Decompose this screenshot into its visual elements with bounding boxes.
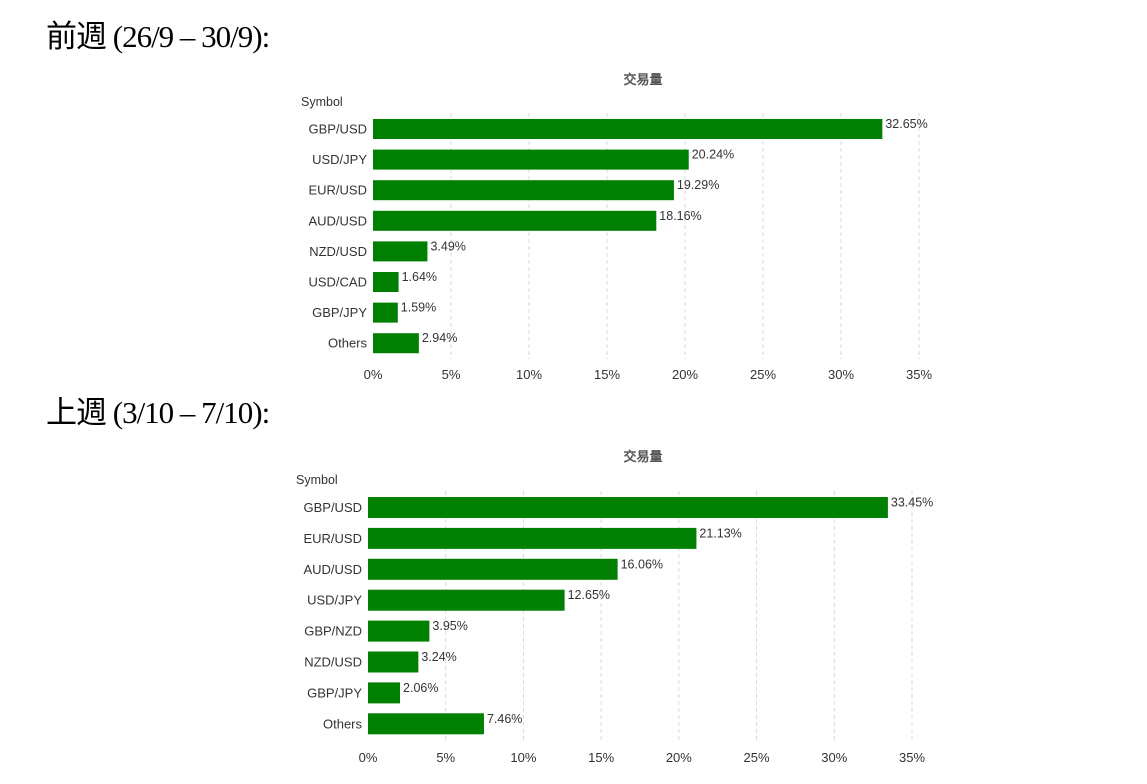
category-label: Others bbox=[328, 336, 368, 351]
x-tick-label: 15% bbox=[594, 367, 620, 382]
bar bbox=[373, 272, 399, 292]
bar bbox=[373, 119, 883, 139]
x-tick-label: 5% bbox=[442, 367, 461, 382]
category-label: AUD/USD bbox=[308, 213, 367, 228]
category-label: GBP/USD bbox=[308, 122, 367, 137]
bar bbox=[368, 620, 430, 642]
x-tick-label: 10% bbox=[516, 367, 542, 382]
x-tick-label: 30% bbox=[828, 367, 854, 382]
bar bbox=[368, 497, 888, 518]
data-label: 12.65% bbox=[568, 588, 610, 602]
data-label: 20.24% bbox=[692, 148, 734, 162]
data-label: 1.64% bbox=[402, 270, 437, 284]
category-label: NZD/USD bbox=[309, 244, 367, 259]
x-tick-label: 35% bbox=[899, 750, 925, 765]
data-label: 7.46% bbox=[487, 712, 522, 726]
bar bbox=[373, 180, 674, 201]
data-label: 16.06% bbox=[621, 557, 663, 571]
bar bbox=[368, 651, 419, 673]
data-label: 18.16% bbox=[659, 209, 701, 223]
category-label: GBP/JPY bbox=[307, 685, 362, 700]
data-label: 3.95% bbox=[432, 619, 467, 633]
category-label: GBP/USD bbox=[303, 500, 362, 515]
x-tick-label: 25% bbox=[750, 367, 776, 382]
volume-chart-previous-week: 交易量 Symbol 0% 5% 10% 15% 20% 25% 30% 35% GBP/USD 32… bbox=[301, 72, 932, 382]
data-label: 3.49% bbox=[430, 239, 465, 253]
x-tick-label: 0% bbox=[359, 750, 378, 765]
bar bbox=[373, 302, 398, 323]
x-tick-label: 20% bbox=[672, 367, 698, 382]
x-tick-label: 10% bbox=[510, 750, 536, 765]
x-tick-label: 5% bbox=[436, 750, 455, 765]
data-label: 19.29% bbox=[677, 178, 719, 192]
category-label: GBP/JPY bbox=[312, 305, 367, 320]
week-heading-last: 上週 (3/10 – 7/10): bbox=[46, 395, 270, 430]
y-axis-label: Symbol bbox=[296, 473, 338, 487]
category-label: EUR/USD bbox=[303, 531, 362, 546]
bar bbox=[373, 333, 419, 354]
data-label: 33.45% bbox=[891, 496, 933, 510]
bar bbox=[368, 527, 697, 549]
category-label: AUD/USD bbox=[303, 562, 362, 577]
bar bbox=[373, 149, 689, 170]
week-heading-previous: 前週 (26/9 – 30/9): bbox=[46, 19, 270, 54]
x-tick-label: 20% bbox=[666, 750, 692, 765]
bar bbox=[373, 241, 428, 262]
data-label: 21.13% bbox=[699, 526, 741, 540]
x-tick-label: 35% bbox=[906, 367, 932, 382]
x-tick-label: 30% bbox=[821, 750, 847, 765]
bar bbox=[368, 589, 565, 611]
chart-title: 交易量 bbox=[623, 449, 662, 465]
x-tick-label: 0% bbox=[364, 367, 383, 382]
category-label: NZD/USD bbox=[304, 655, 362, 670]
category-label: USD/JPY bbox=[312, 152, 367, 167]
data-label: 2.06% bbox=[403, 681, 438, 695]
volume-chart-last-week: 交易量 Symbol 0% 5% 10% 15% 20% 25% 30% 35% GBP/USD 33… bbox=[296, 449, 933, 765]
bar bbox=[373, 210, 657, 231]
category-label: Others bbox=[323, 716, 363, 731]
data-label: 32.65% bbox=[885, 117, 927, 131]
data-label: 3.24% bbox=[421, 650, 456, 664]
data-label: 2.94% bbox=[422, 331, 457, 345]
category-label: EUR/USD bbox=[308, 183, 367, 198]
category-label: USD/JPY bbox=[307, 593, 362, 608]
category-label: USD/CAD bbox=[308, 275, 367, 290]
category-label: GBP/NZD bbox=[304, 624, 362, 639]
bar bbox=[368, 713, 484, 735]
bar bbox=[368, 558, 618, 580]
bar bbox=[368, 682, 401, 704]
y-axis-label: Symbol bbox=[301, 95, 343, 109]
chart-title: 交易量 bbox=[623, 72, 662, 88]
x-tick-label: 15% bbox=[588, 750, 614, 765]
data-label: 1.59% bbox=[401, 301, 436, 315]
x-tick-label: 25% bbox=[744, 750, 770, 765]
